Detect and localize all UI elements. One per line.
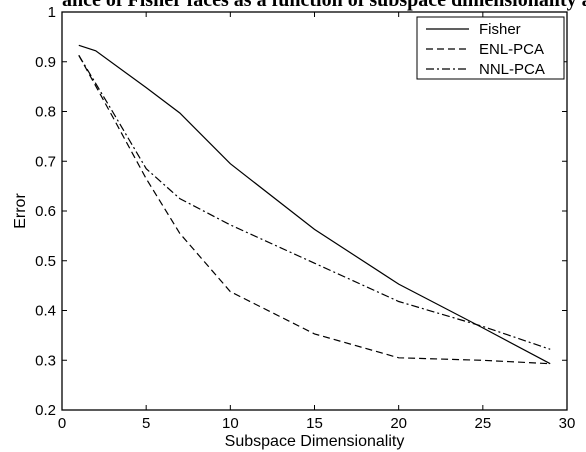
- x-tick-label: 15: [306, 415, 323, 432]
- legend-label: NNL-PCA: [479, 61, 545, 78]
- y-tick-label: 0.6: [35, 203, 56, 220]
- series-lines: [78, 44, 551, 365]
- caption-fragment-text: ance of Fisher faces as a function of su…: [62, 0, 586, 11]
- y-tick-label: 0.5: [35, 253, 56, 270]
- x-tick-label: 25: [474, 415, 491, 432]
- y-tick-label: 1: [48, 4, 56, 21]
- series-line-nnl-pca: [78, 54, 551, 350]
- legend-box: [416, 16, 565, 80]
- x-tick-label: 5: [142, 415, 150, 432]
- x-tick-label: 30: [559, 415, 576, 432]
- caption-fragment: ance of Fisher faces as a function of su…: [0, 0, 586, 11]
- series-line-fisher: [78, 44, 551, 365]
- x-tick-label: 10: [222, 415, 239, 432]
- y-tick-label: 0.4: [35, 303, 56, 320]
- legend-label: Fisher: [479, 21, 521, 38]
- legend-label: ENL-PCA: [479, 41, 544, 58]
- axes: 0 5 10 15 20 25 30 0.2 0.3 0.4 0.5 0.6 0.7 0.8 0.9 1 Sub…: [12, 4, 575, 450]
- y-tick-label: 0.3: [35, 352, 56, 369]
- x-tick-label: 20: [390, 415, 407, 432]
- y-tick-label: 0.7: [35, 153, 56, 170]
- y-tick-label: 0.2: [35, 402, 56, 419]
- series-line-enl-pca: [78, 55, 551, 365]
- legend: Fisher ENL-PCA NNL-PCA: [416, 16, 565, 80]
- x-tick-label: 0: [58, 415, 66, 432]
- x-axis-label: Subspace Dimensionality: [225, 433, 405, 450]
- y-axis-label: Error: [12, 193, 29, 229]
- y-tick-label: 0.8: [35, 104, 56, 121]
- y-tick-label: 0.9: [35, 54, 56, 71]
